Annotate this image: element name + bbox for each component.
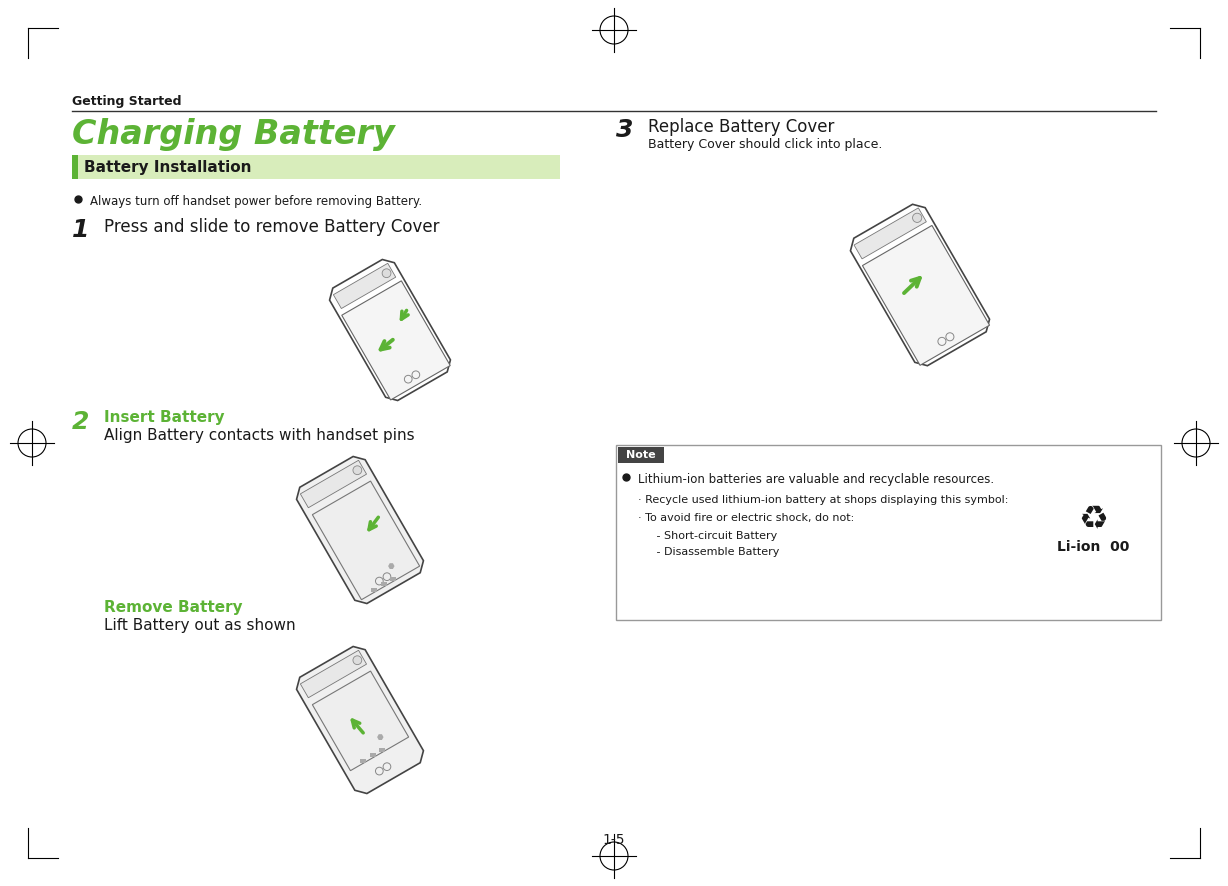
Polygon shape: [341, 281, 451, 400]
Polygon shape: [329, 260, 451, 400]
Bar: [72, 155, 560, 179]
Text: Battery Installation: Battery Installation: [84, 159, 252, 175]
Polygon shape: [301, 650, 366, 698]
Text: Note: Note: [626, 450, 656, 460]
Polygon shape: [391, 577, 397, 581]
Polygon shape: [333, 263, 395, 308]
Polygon shape: [381, 582, 387, 587]
Polygon shape: [301, 461, 366, 508]
Polygon shape: [371, 588, 377, 592]
Text: Remove Battery: Remove Battery: [104, 600, 243, 615]
Text: 3: 3: [616, 118, 634, 142]
Polygon shape: [312, 671, 409, 771]
Circle shape: [382, 268, 391, 277]
Text: Replace Battery Cover: Replace Battery Cover: [648, 118, 834, 136]
Polygon shape: [312, 481, 420, 600]
Text: Charging Battery: Charging Battery: [72, 118, 394, 151]
Text: ⬣: ⬣: [377, 733, 383, 742]
Text: ♻: ♻: [1078, 503, 1108, 536]
Text: Insert Battery: Insert Battery: [104, 410, 225, 425]
Polygon shape: [360, 759, 366, 763]
Text: Li-ion  00: Li-ion 00: [1057, 540, 1130, 554]
Text: 2: 2: [72, 410, 90, 434]
Bar: [72, 155, 79, 179]
Polygon shape: [862, 225, 990, 365]
Polygon shape: [379, 748, 386, 752]
Text: Battery Cover should click into place.: Battery Cover should click into place.: [648, 138, 883, 151]
Polygon shape: [370, 753, 376, 758]
Text: Getting Started: Getting Started: [72, 95, 182, 108]
Text: 1: 1: [72, 218, 90, 242]
Polygon shape: [853, 208, 926, 259]
Circle shape: [352, 466, 362, 475]
Polygon shape: [296, 456, 424, 603]
Circle shape: [352, 656, 362, 664]
Text: Press and slide to remove Battery Cover: Press and slide to remove Battery Cover: [104, 218, 440, 236]
Bar: [616, 445, 1160, 620]
Text: ⬣: ⬣: [388, 562, 394, 571]
Circle shape: [912, 214, 922, 222]
Text: 1-5: 1-5: [603, 833, 625, 847]
Text: Lift Battery out as shown: Lift Battery out as shown: [104, 618, 296, 633]
Text: · To avoid fire or electric shock, do not:: · To avoid fire or electric shock, do no…: [639, 513, 855, 523]
Text: · Recycle used lithium-ion battery at shops displaying this symbol:: · Recycle used lithium-ion battery at sh…: [639, 495, 1008, 505]
Polygon shape: [296, 647, 424, 794]
Text: Always turn off handset power before removing Battery.: Always turn off handset power before rem…: [90, 195, 422, 208]
Text: - Disassemble Battery: - Disassemble Battery: [646, 547, 780, 557]
Text: - Short-circuit Battery: - Short-circuit Battery: [646, 531, 777, 541]
Polygon shape: [851, 205, 990, 366]
Text: Lithium-ion batteries are valuable and recyclable resources.: Lithium-ion batteries are valuable and r…: [639, 473, 995, 486]
Bar: [618, 447, 664, 463]
Text: Align Battery contacts with handset pins: Align Battery contacts with handset pins: [104, 428, 415, 443]
